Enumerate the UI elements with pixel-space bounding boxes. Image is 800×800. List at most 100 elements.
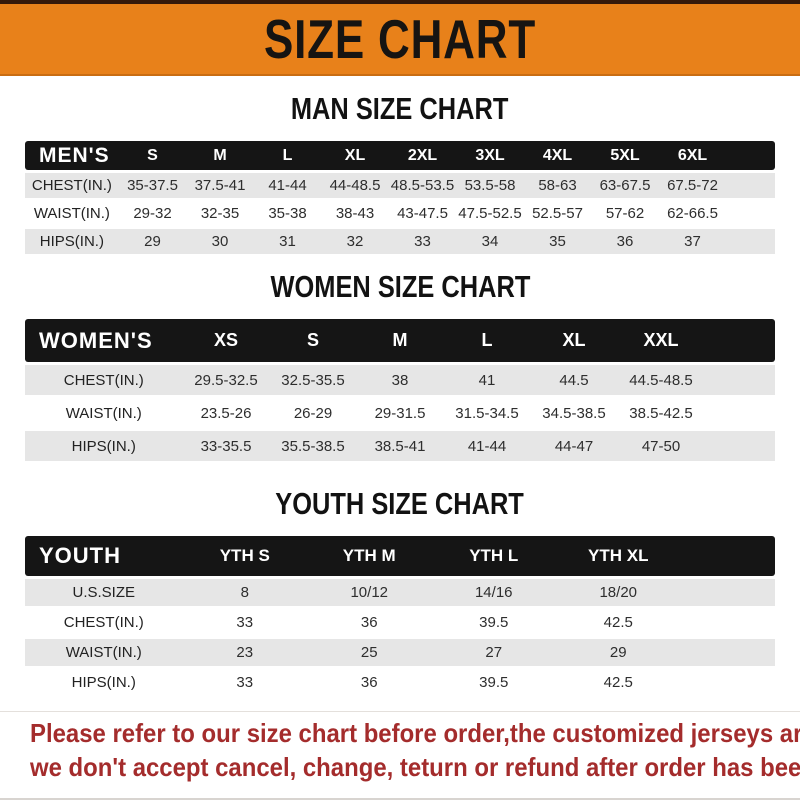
footer-note-line1: Please refer to our size chart before or…: [30, 718, 800, 748]
women-cell-2-4: 44-47: [530, 431, 618, 461]
men-cell-0-4: 48.5-53.5: [388, 173, 457, 198]
youth-row-label-2: WAIST(IN.): [25, 639, 183, 666]
men-cell-0-6: 58-63: [523, 173, 592, 198]
men-cell-0-2: 41-44: [253, 173, 322, 198]
men-section-title-text: MAN SIZE CHART: [291, 91, 509, 126]
women-table-row-1: WAIST(IN.) 23.5-26 26-29 29-31.5 31.5-34.5 34…: [25, 398, 775, 428]
women-section: WOMEN SIZE CHART WOMEN'S XS S M L XL XXL CHEST(…: [0, 269, 800, 464]
women-cell-1-0: 23.5-26: [182, 398, 270, 428]
men-cell-1-1: 32-35: [186, 201, 254, 226]
men-table-row-2: HIPS(IN.) 29 30 31 32 33 34 35 36 37: [25, 229, 775, 254]
women-cell-0-3: 41: [443, 365, 531, 395]
men-cell-0-1: 37.5-41: [186, 173, 254, 198]
men-cell-2-8: 37: [658, 229, 727, 254]
men-cell-1-6: 52.5-57: [523, 201, 592, 226]
men-cell-0-3: 44-48.5: [321, 173, 389, 198]
women-row-filler-2: [704, 431, 775, 461]
men-cell-2-3: 32: [321, 229, 389, 254]
men-section-title: MAN SIZE CHART: [0, 91, 800, 127]
men-section: MAN SIZE CHART MEN'S S M L XL 2XL 3XL 4XL 5XL 6XL…: [0, 91, 800, 257]
men-cell-1-3: 38-43: [321, 201, 389, 226]
youth-size-column-header-0: YTH S: [182, 536, 307, 576]
men-row-filler-2: [726, 229, 775, 254]
women-size-table: WOMEN'S XS S M L XL XXL CHEST(IN.) 29.5-32.5 32.5…: [25, 316, 775, 464]
men-cell-2-5: 34: [456, 229, 524, 254]
women-table-row-2: HIPS(IN.) 33-35.5 35.5-38.5 38.5-41 41-44 44-…: [25, 431, 775, 461]
men-size-column-header-3: XL: [321, 141, 389, 170]
men-size-column-header-0: S: [118, 141, 187, 170]
men-row-label-0: CHEST(IN.): [25, 173, 119, 198]
men-cell-2-6: 35: [523, 229, 592, 254]
men-cell-1-2: 35-38: [253, 201, 322, 226]
youth-header-label: YOUTH: [25, 536, 183, 576]
women-cell-1-2: 29-31.5: [356, 398, 444, 428]
women-cell-0-5: 44.5-48.5: [617, 365, 705, 395]
women-size-column-header-0: XS: [182, 319, 270, 362]
women-size-column-header-2: M: [356, 319, 444, 362]
youth-row-label-1: CHEST(IN.): [25, 609, 183, 636]
men-size-column-header-4: 2XL: [388, 141, 457, 170]
women-cell-2-5: 47-50: [617, 431, 705, 461]
youth-size-table: YOUTH YTH S YTH M YTH L YTH XL U.S.SIZE 8 10/12…: [25, 533, 775, 699]
men-row-filler-1: [726, 201, 775, 226]
youth-cell-2-0: 23: [182, 639, 307, 666]
youth-cell-3-2: 39.5: [431, 669, 556, 696]
men-size-column-header-7: 5XL: [591, 141, 659, 170]
youth-table-row-3: HIPS(IN.) 33 36 39.5 42.5: [25, 669, 775, 696]
footer-note-line2: we don't accept cancel, change, teturn o…: [30, 752, 800, 782]
women-section-title: WOMEN SIZE CHART: [0, 269, 800, 305]
youth-table-row-0: U.S.SIZE 8 10/12 14/16 18/20: [25, 579, 775, 606]
men-cell-1-0: 29-32: [118, 201, 187, 226]
youth-cell-1-3: 42.5: [556, 609, 681, 636]
page-title: SIZE CHART: [264, 7, 536, 70]
youth-section-title: YOUTH SIZE CHART: [0, 486, 800, 522]
youth-size-column-header-3: YTH XL: [556, 536, 681, 576]
women-cell-0-2: 38: [356, 365, 444, 395]
youth-cell-3-1: 36: [307, 669, 432, 696]
men-header-row: MEN'S S M L XL 2XL 3XL 4XL 5XL 6XL: [25, 141, 775, 170]
women-section-title-text: WOMEN SIZE CHART: [270, 269, 530, 304]
men-cell-2-1: 30: [186, 229, 254, 254]
youth-cell-0-0: 8: [182, 579, 307, 606]
men-cell-1-7: 57-62: [591, 201, 659, 226]
men-cell-2-4: 33: [388, 229, 457, 254]
youth-section-title-text: YOUTH SIZE CHART: [275, 486, 525, 521]
women-cell-2-2: 38.5-41: [356, 431, 444, 461]
youth-cell-0-1: 10/12: [307, 579, 432, 606]
youth-cell-2-2: 27: [431, 639, 556, 666]
women-row-label-0: CHEST(IN.): [25, 365, 183, 395]
men-table-row-1: WAIST(IN.) 29-32 32-35 35-38 38-43 43-47.5 47.…: [25, 201, 775, 226]
women-row-filler-1: [704, 398, 775, 428]
youth-cell-1-2: 39.5: [431, 609, 556, 636]
women-row-label-2: HIPS(IN.): [25, 431, 183, 461]
youth-cell-1-0: 33: [182, 609, 307, 636]
women-size-column-header-1: S: [269, 319, 357, 362]
men-cell-0-0: 35-37.5: [118, 173, 187, 198]
youth-size-column-header-2: YTH L: [431, 536, 556, 576]
men-cell-2-0: 29: [118, 229, 187, 254]
men-table-row-0: CHEST(IN.) 35-37.5 37.5-41 41-44 44-48.5 48.5…: [25, 173, 775, 198]
youth-row-filler-3: [680, 669, 775, 696]
women-size-column-header-3: L: [443, 319, 531, 362]
women-cell-2-1: 35.5-38.5: [269, 431, 357, 461]
men-cell-0-8: 67.5-72: [658, 173, 727, 198]
men-size-column-header-2: L: [253, 141, 322, 170]
youth-section: YOUTH SIZE CHART YOUTH YTH S YTH M YTH L YTH…: [0, 486, 800, 699]
men-cell-2-2: 31: [253, 229, 322, 254]
men-cell-1-5: 47.5-52.5: [456, 201, 524, 226]
women-header-label: WOMEN'S: [25, 319, 183, 362]
women-row-label-1: WAIST(IN.): [25, 398, 183, 428]
size-chart-body: MAN SIZE CHART MEN'S S M L XL 2XL 3XL 4XL 5XL 6XL…: [0, 91, 800, 699]
youth-row-filler-1: [680, 609, 775, 636]
women-header-filler: [704, 319, 775, 362]
youth-cell-3-3: 42.5: [556, 669, 681, 696]
women-cell-0-0: 29.5-32.5: [182, 365, 270, 395]
youth-row-label-3: HIPS(IN.): [25, 669, 183, 696]
men-size-column-header-1: M: [186, 141, 254, 170]
youth-table-row-2: WAIST(IN.) 23 25 27 29: [25, 639, 775, 666]
women-cell-0-1: 32.5-35.5: [269, 365, 357, 395]
men-cell-0-5: 53.5-58: [456, 173, 524, 198]
men-cell-2-7: 36: [591, 229, 659, 254]
header-banner: SIZE CHART: [0, 0, 800, 76]
